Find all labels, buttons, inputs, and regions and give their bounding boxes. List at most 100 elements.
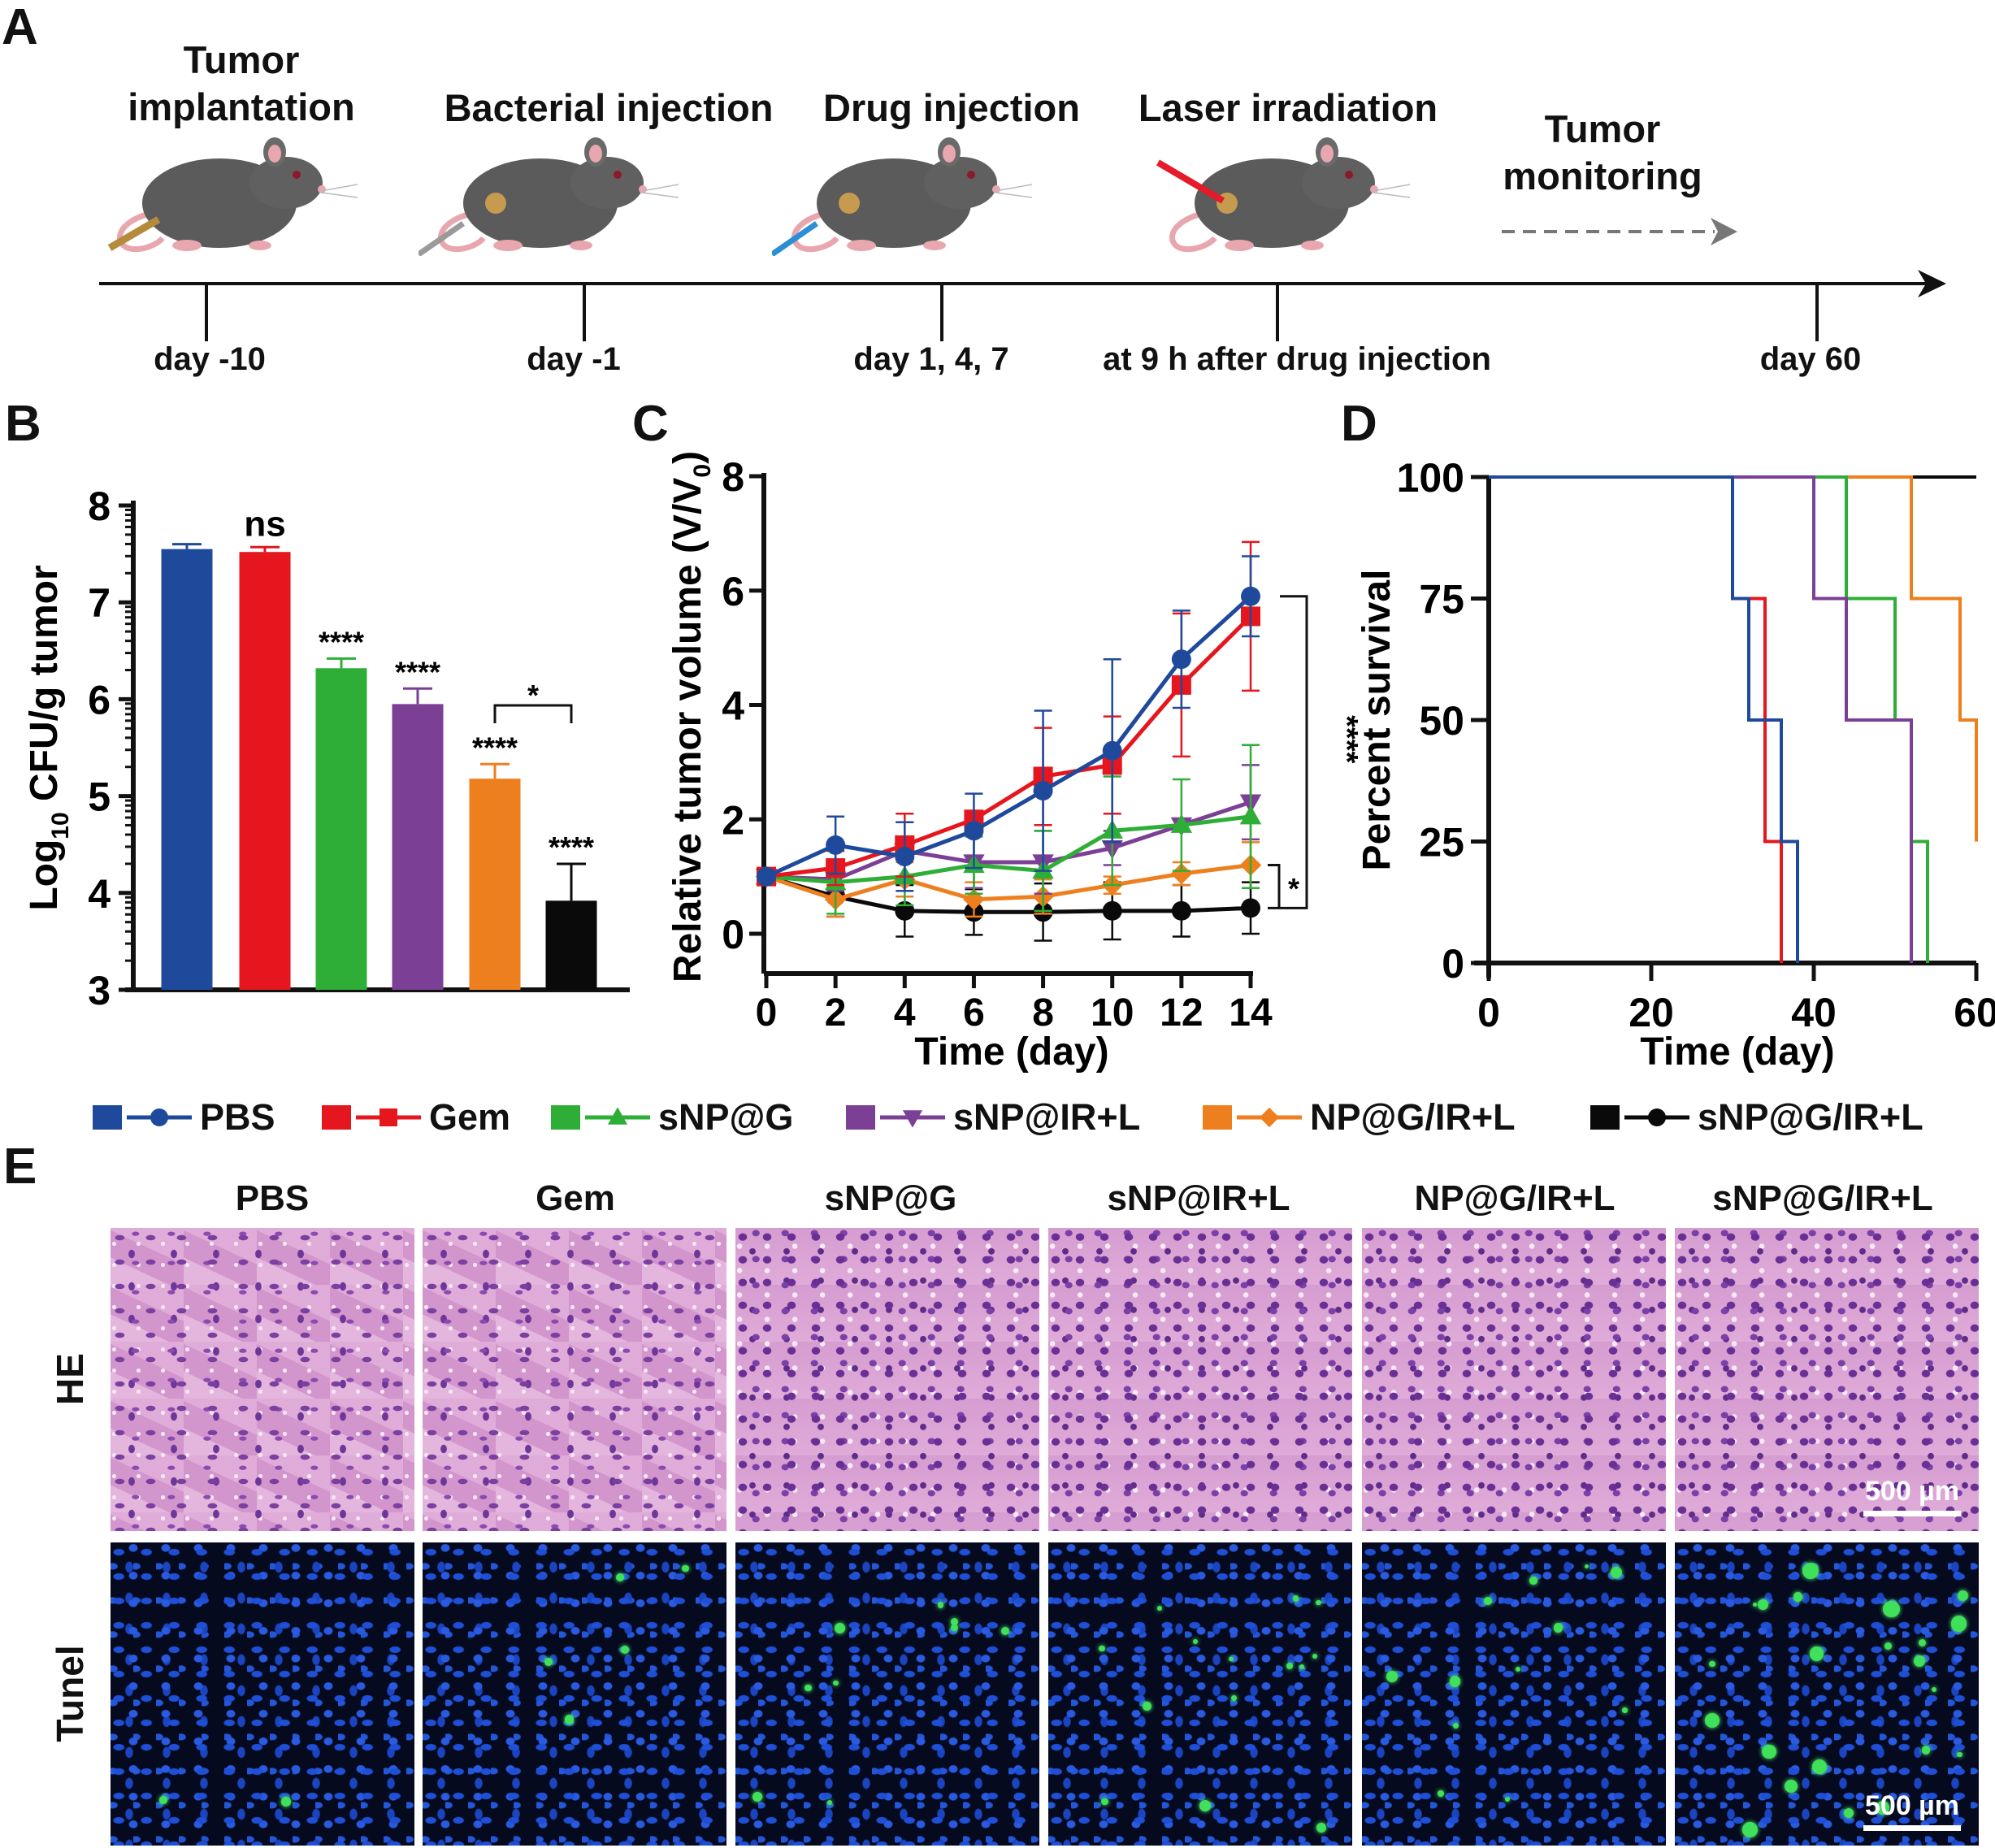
scale-bar-label: 500 µm bbox=[1865, 1790, 1959, 1821]
bar bbox=[545, 900, 597, 990]
row-title: HE bbox=[49, 1353, 91, 1405]
mouse-svg bbox=[107, 137, 358, 253]
column-title: PBS bbox=[235, 1178, 310, 1218]
legend-marker bbox=[150, 1108, 168, 1126]
step-title-laser-irradiation: Laser irradiation bbox=[1138, 86, 1438, 129]
laser-beam-icon bbox=[1156, 159, 1225, 204]
survival-curve bbox=[1489, 475, 1799, 963]
panel-label-c: C bbox=[632, 396, 669, 452]
column-title: sNP@IR+L bbox=[1107, 1178, 1290, 1218]
day-label: at 9 h after drug injection bbox=[1103, 341, 1491, 377]
apoptotic-signal bbox=[937, 1602, 943, 1608]
y-tick-label: 8 bbox=[722, 454, 744, 500]
y-tick-label: 5 bbox=[88, 774, 111, 820]
y-axis-label-subscript: 0 bbox=[689, 464, 716, 478]
y-tick-label: 6 bbox=[88, 677, 111, 722]
apoptotic-signal bbox=[834, 1622, 845, 1633]
x-tick-label: 8 bbox=[1032, 991, 1054, 1035]
scale-bar-line bbox=[1863, 1825, 1961, 1831]
apoptotic-signal bbox=[1286, 1662, 1293, 1669]
x-tick-label: 0 bbox=[1477, 990, 1500, 1035]
y-tick-label: 6 bbox=[722, 569, 744, 614]
mouse-whiskers bbox=[1373, 184, 1411, 198]
legend-swatch bbox=[322, 1105, 351, 1130]
data-point bbox=[1170, 813, 1193, 833]
panel-label-d: D bbox=[1341, 396, 1377, 452]
mouse-foot bbox=[1301, 241, 1324, 250]
mouse-illustration-laser bbox=[1150, 134, 1426, 256]
diamond-marker-icon bbox=[1237, 1107, 1302, 1128]
data-point bbox=[964, 821, 984, 841]
apoptotic-signal bbox=[1199, 1800, 1212, 1811]
legend-marker bbox=[1648, 1108, 1666, 1126]
mouse-whiskers bbox=[641, 184, 679, 198]
series-line bbox=[765, 814, 1251, 885]
mouse-foot bbox=[1225, 240, 1254, 251]
y-tick-label: 0 bbox=[1442, 941, 1464, 987]
apoptotic-signal bbox=[1452, 1723, 1459, 1729]
tunel-image bbox=[111, 1542, 414, 1846]
apoptotic-signal bbox=[1101, 1798, 1108, 1806]
tumor-spot bbox=[839, 193, 860, 214]
legend-item: NP@G/IR+L bbox=[1203, 1096, 1516, 1138]
data-point bbox=[1102, 740, 1122, 761]
scale-bar: 500 µm bbox=[1863, 1476, 1961, 1516]
significance-label: **** bbox=[319, 625, 364, 658]
legend-swatch bbox=[551, 1105, 580, 1130]
apoptotic-signal bbox=[1553, 1623, 1563, 1633]
column-title: sNP@G bbox=[824, 1178, 957, 1218]
bar bbox=[392, 704, 444, 990]
step-title-tumor-monitoring: Tumor monitoring bbox=[1503, 107, 1702, 197]
bar bbox=[315, 668, 367, 990]
data-point bbox=[826, 835, 846, 855]
tunel-image bbox=[423, 1542, 726, 1846]
mouse-foot bbox=[847, 240, 876, 251]
significance-bracket bbox=[1280, 595, 1308, 909]
legend-marker bbox=[902, 1110, 923, 1128]
mouse-ear-inner bbox=[943, 145, 956, 163]
legend-label: sNP@IR+L bbox=[953, 1096, 1141, 1138]
mouse-whiskers bbox=[320, 184, 358, 198]
apoptotic-signal bbox=[1449, 1676, 1461, 1687]
y-tick-label: 2 bbox=[722, 797, 744, 843]
he-image bbox=[111, 1228, 414, 1531]
y-axis-label-rest: CFU/g tumor bbox=[23, 565, 66, 812]
data-point bbox=[1102, 900, 1122, 921]
survival-curve bbox=[1489, 475, 1783, 963]
apoptotic-signal bbox=[951, 1624, 958, 1632]
triangle-down-marker-icon bbox=[880, 1110, 945, 1128]
apoptotic-signal bbox=[1611, 1567, 1622, 1579]
x-axis-label: Time (day) bbox=[914, 1030, 1108, 1074]
circle-marker-icon bbox=[127, 1108, 192, 1126]
mouse-foot bbox=[493, 240, 523, 251]
tunel-image bbox=[1362, 1542, 1666, 1846]
mouse-eye bbox=[293, 171, 301, 179]
apoptotic-signal bbox=[1622, 1707, 1628, 1713]
legend-item: Gem bbox=[322, 1096, 510, 1138]
apoptotic-signal bbox=[833, 1681, 839, 1686]
significance-label: * bbox=[1288, 872, 1299, 905]
data-point bbox=[1171, 900, 1191, 921]
x-tick-label: 6 bbox=[963, 991, 985, 1035]
comparison-bracket bbox=[493, 704, 573, 723]
apoptotic-signal bbox=[1884, 1642, 1892, 1651]
column-title: sNP@G/IR+L bbox=[1712, 1178, 1933, 1218]
apoptotic-signal bbox=[1812, 1759, 1827, 1774]
mouse-nose bbox=[992, 185, 1000, 193]
apoptotic-signal bbox=[1876, 1801, 1890, 1815]
y-axis-label: Log10 CFU/g tumor bbox=[23, 565, 74, 910]
mouse-foot bbox=[570, 241, 592, 250]
data-point bbox=[895, 846, 915, 866]
mouse-nose bbox=[639, 185, 647, 193]
series-line bbox=[765, 800, 1251, 882]
mouse-illustration-drug bbox=[770, 134, 1048, 257]
y-tick-label: 0 bbox=[722, 912, 744, 957]
apoptotic-signal bbox=[1921, 1745, 1931, 1755]
apoptotic-signal bbox=[1316, 1822, 1327, 1833]
mouse-tail bbox=[438, 208, 486, 253]
apoptotic-signal bbox=[1529, 1577, 1537, 1586]
mouse-ear-inner bbox=[1321, 145, 1334, 163]
mouse-ear-inner bbox=[589, 145, 602, 163]
